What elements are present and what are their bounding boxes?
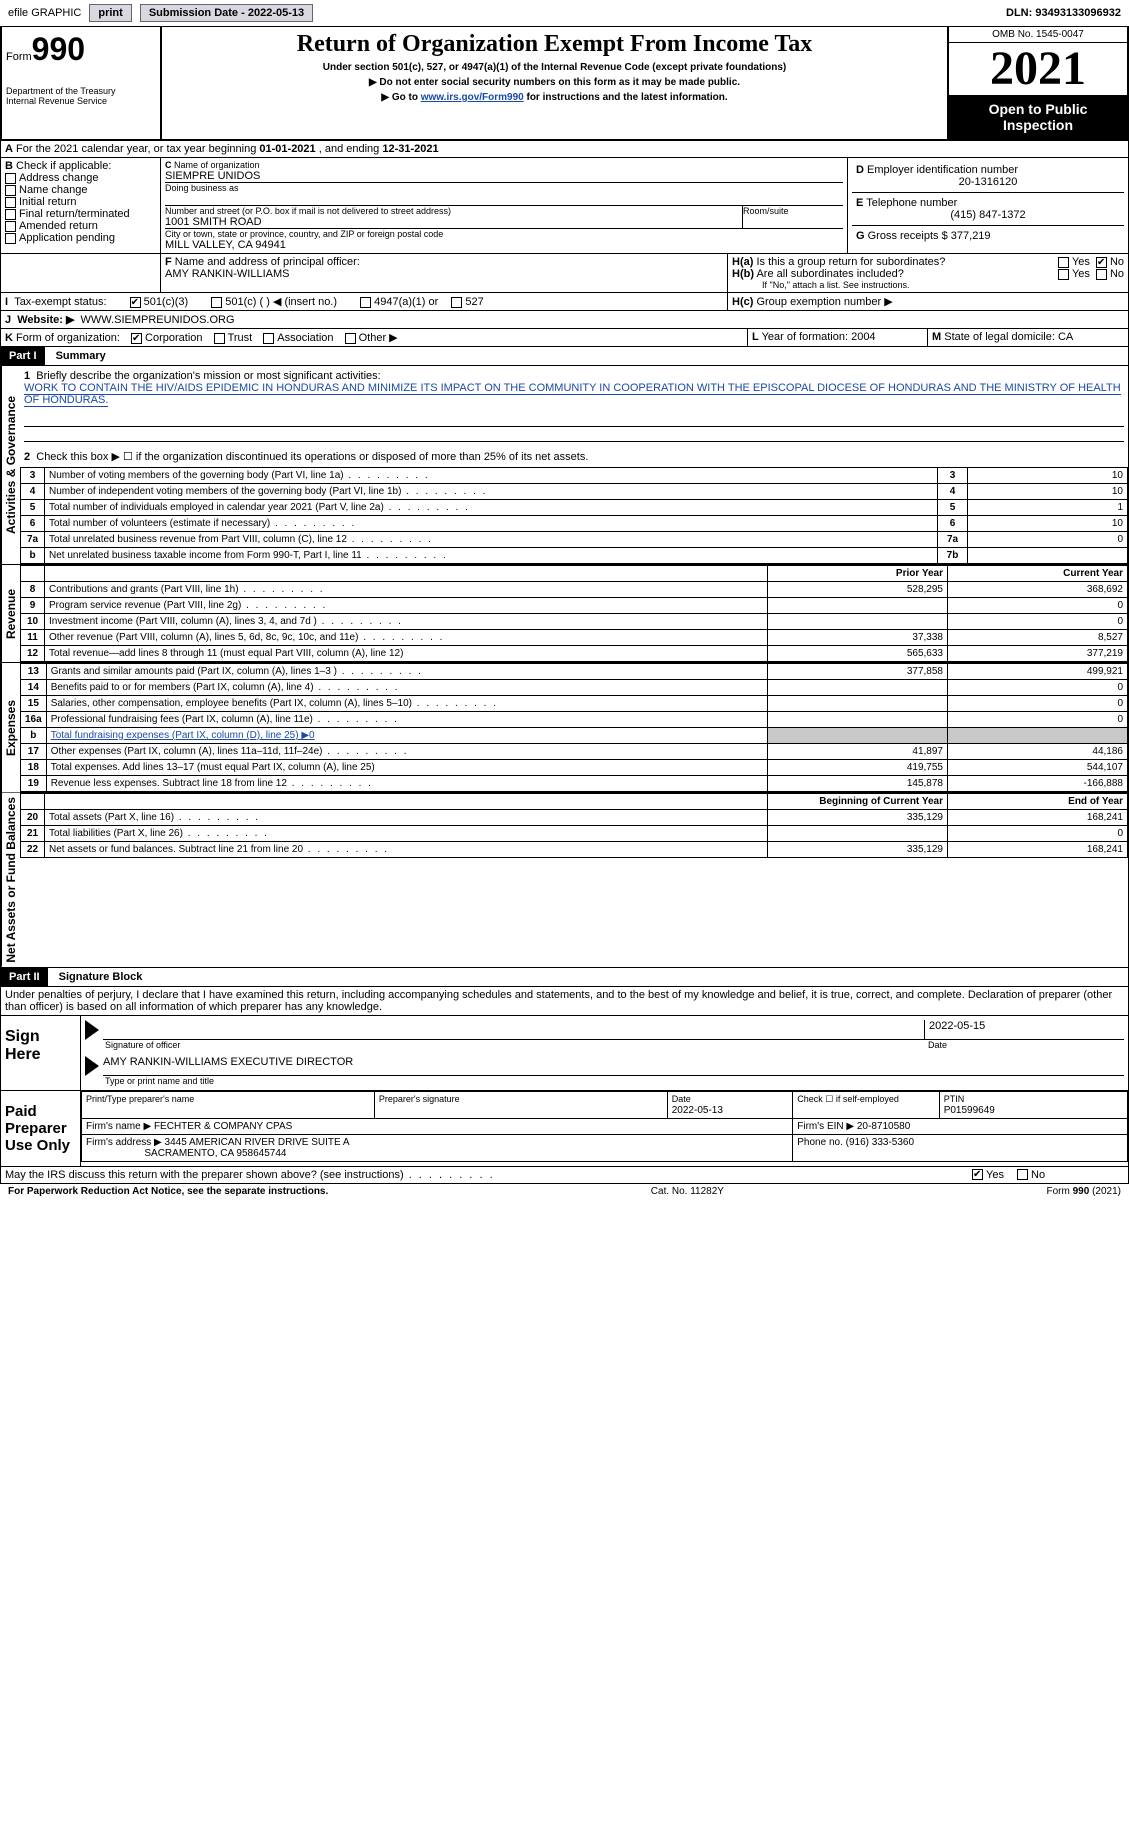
status-501c[interactable]: 501(c) ( ) ◀ (insert no.) <box>211 296 337 308</box>
telephone: (415) 847-1372 <box>856 209 1120 221</box>
irs-label: Internal Revenue Service <box>6 96 156 106</box>
ha-no[interactable]: No <box>1096 256 1124 268</box>
status-4947[interactable]: 4947(a)(1) or <box>360 296 438 308</box>
dept-treasury: Department of the Treasury <box>6 86 156 96</box>
submission-date-button[interactable]: Submission Date - 2022-05-13 <box>140 4 313 22</box>
officer-block: F Name and address of principal officer:… <box>0 254 1129 293</box>
firm-address: 3445 AMERICAN RIVER DRIVE SUITE A <box>165 1137 350 1148</box>
hb-yes[interactable]: Yes <box>1058 268 1090 280</box>
print-button[interactable]: print <box>89 4 131 22</box>
org-assoc[interactable]: Association <box>263 332 333 344</box>
tax-status-row: I Tax-exempt status: 501(c)(3) 501(c) ( … <box>0 293 1129 311</box>
subtitle-1: Under section 501(c), 527, or 4947(a)(1)… <box>170 62 939 73</box>
line-a: A For the 2021 calendar year, or tax yea… <box>0 141 1129 158</box>
ein: 20-1316120 <box>856 176 1120 188</box>
governance-table: 3Number of voting members of the governi… <box>20 467 1128 564</box>
footer: For Paperwork Reduction Act Notice, see … <box>0 1184 1129 1199</box>
net-assets-table: Beginning of Current YearEnd of Year 20T… <box>20 793 1128 858</box>
revenue-table: Prior YearCurrent Year 8Contributions an… <box>20 565 1128 662</box>
firm-ein: 20-8710580 <box>857 1121 910 1132</box>
checkbox-final-return[interactable]: Final return/terminated <box>5 208 156 220</box>
sign-here-block: Sign Here 2022-05-15 Signature of office… <box>0 1016 1129 1091</box>
principal-officer: AMY RANKIN-WILLIAMS <box>165 268 723 280</box>
discuss-row: May the IRS discuss this return with the… <box>0 1167 1129 1184</box>
firm-phone: (916) 333-5360 <box>846 1137 914 1148</box>
part1-header: Part I <box>1 347 45 365</box>
checkbox-address-change[interactable]: Address change <box>5 172 156 184</box>
top-toolbar: efile GRAPHIC print Submission Date - 20… <box>0 0 1129 27</box>
section-expenses: Expenses <box>1 663 20 792</box>
ptin: P01599649 <box>944 1105 995 1116</box>
open-to-public: Open to Public Inspection <box>949 95 1127 139</box>
part1-title: Summary <box>56 350 106 362</box>
discuss-yes[interactable]: Yes <box>972 1169 1004 1181</box>
form-header: Form990 Department of the Treasury Inter… <box>0 27 1129 141</box>
street-address: 1001 SMITH ROAD <box>165 216 742 228</box>
status-527[interactable]: 527 <box>451 296 483 308</box>
firm-name: FECHTER & COMPANY CPAS <box>154 1121 292 1132</box>
org-trust[interactable]: Trust <box>214 332 253 344</box>
gross-receipts: 377,219 <box>951 230 991 242</box>
state-domicile: CA <box>1058 331 1073 343</box>
org-form-row: K Form of organization: Corporation Trus… <box>0 329 1129 347</box>
efile-label: efile GRAPHIC <box>8 7 81 19</box>
city-state-zip: MILL VALLEY, CA 94941 <box>165 239 843 251</box>
subtitle-3: ▶ Go to www.irs.gov/Form990 for instruct… <box>170 92 939 103</box>
section-revenue: Revenue <box>1 565 20 662</box>
officer-name: AMY RANKIN-WILLIAMS EXECUTIVE DIRECTOR <box>103 1056 1124 1076</box>
part2-title: Signature Block <box>59 971 143 983</box>
entity-block: B Check if applicable: Address change Na… <box>0 158 1129 254</box>
year-formation: 2004 <box>851 331 875 343</box>
ha-yes[interactable]: Yes <box>1058 256 1090 268</box>
paid-preparer-block: Paid Preparer Use Only Print/Type prepar… <box>0 1091 1129 1167</box>
website: WWW.SIEMPREUNIDOS.ORG <box>81 314 235 326</box>
hb-no[interactable]: No <box>1096 268 1124 280</box>
checkbox-amended[interactable]: Amended return <box>5 220 156 232</box>
form-title: Return of Organization Exempt From Incom… <box>170 31 939 58</box>
section-governance: Activities & Governance <box>1 366 20 564</box>
org-corp[interactable]: Corporation <box>131 332 202 344</box>
part2-header: Part II <box>1 968 48 986</box>
form-number: Form990 <box>6 31 156 68</box>
org-other[interactable]: Other ▶ <box>345 332 398 344</box>
checkbox-name-change[interactable]: Name change <box>5 184 156 196</box>
arrow-icon <box>85 1020 99 1040</box>
irs-link[interactable]: www.irs.gov/Form990 <box>421 92 524 103</box>
discuss-no[interactable]: No <box>1017 1169 1045 1181</box>
dln: DLN: 93493133096932 <box>1006 7 1121 19</box>
sig-date: 2022-05-15 <box>924 1020 1124 1040</box>
omb-number: OMB No. 1545-0047 <box>949 27 1127 43</box>
tax-year: 2021 <box>949 43 1127 95</box>
checkbox-application-pending[interactable]: Application pending <box>5 232 156 244</box>
website-row: J Website: ▶ WWW.SIEMPREUNIDOS.ORG <box>0 311 1129 329</box>
mission-text: WORK TO CONTAIN THE HIV/AIDS EPIDEMIC IN… <box>24 382 1121 407</box>
section-net-assets: Net Assets or Fund Balances <box>1 793 20 967</box>
arrow-icon <box>85 1056 99 1076</box>
expenses-table: 13Grants and similar amounts paid (Part … <box>20 663 1128 792</box>
declaration: Under penalties of perjury, I declare th… <box>0 987 1129 1016</box>
org-name: SIEMPRE UNIDOS <box>165 170 843 182</box>
subtitle-2: ▶ Do not enter social security numbers o… <box>170 77 939 88</box>
status-501c3[interactable]: 501(c)(3) <box>130 296 189 308</box>
checkbox-initial-return[interactable]: Initial return <box>5 196 156 208</box>
